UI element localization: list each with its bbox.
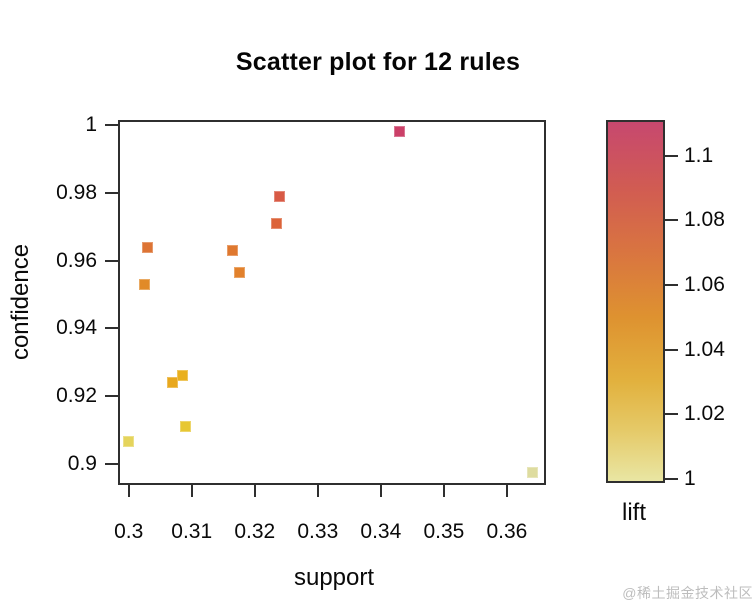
x-tick-label: 0.31 (171, 520, 213, 543)
y-tick-label: 0.92 (56, 384, 97, 408)
y-tick-mark (105, 124, 118, 127)
x-tick-mark (316, 485, 319, 497)
y-tick-mark (105, 462, 118, 465)
legend-tick-mark (665, 284, 678, 286)
y-tick-label: 1 (85, 113, 97, 137)
legend-tick-label: 1 (684, 467, 696, 491)
x-tick-mark (442, 485, 445, 497)
legend-label: lift (622, 499, 646, 526)
y-tick-mark (105, 259, 118, 262)
data-point (274, 190, 286, 202)
legend-gradient-bar (606, 120, 665, 483)
x-tick-mark (379, 485, 382, 497)
y-tick-label: 0.98 (56, 180, 97, 204)
y-tick-mark (105, 395, 118, 398)
legend-tick-label: 1.06 (684, 273, 725, 296)
y-tick-label: 0.96 (56, 248, 97, 272)
legend-tick-label: 1.1 (684, 143, 714, 167)
chart-title: Scatter plot for 12 rules (235, 48, 521, 76)
data-point (394, 126, 406, 138)
data-point (526, 466, 538, 478)
data-point (123, 436, 135, 448)
x-tick-label: 0.34 (360, 520, 402, 543)
data-point (271, 217, 283, 229)
data-point (138, 278, 150, 290)
data-point (176, 370, 188, 382)
x-tick-label: 0.32 (234, 520, 276, 543)
x-tick-label: 0.36 (486, 520, 528, 543)
y-tick-mark (105, 327, 118, 330)
data-point (142, 241, 154, 253)
y-axis-label: confidence (7, 243, 34, 361)
x-axis-label: support (293, 564, 375, 591)
x-tick-label: 0.3 (114, 520, 144, 543)
y-tick-mark (105, 191, 118, 194)
data-point (179, 421, 191, 433)
legend-tick-mark (665, 348, 678, 351)
x-tick-mark (190, 485, 193, 497)
legend-tick-mark (665, 478, 678, 481)
x-tick-label: 0.35 (423, 520, 465, 543)
x-tick-mark (505, 485, 508, 497)
x-tick-mark (127, 485, 130, 497)
data-point (233, 267, 245, 278)
legend-tick-mark (665, 154, 678, 157)
x-tick-mark (253, 485, 256, 497)
data-point (227, 244, 239, 256)
y-tick-label: 0.9 (67, 451, 97, 475)
legend-tick-mark (665, 413, 678, 416)
data-point (167, 377, 179, 389)
x-tick-label: 0.33 (297, 520, 339, 543)
legend-tick-label: 1.04 (684, 337, 725, 361)
y-tick-label: 0.94 (56, 316, 97, 340)
legend-tick-label: 1.08 (684, 208, 725, 232)
legend-tick-mark (665, 219, 678, 222)
legend-tick-label: 1.02 (684, 402, 725, 426)
watermark: @稀土掘金技术社区 (622, 585, 753, 601)
